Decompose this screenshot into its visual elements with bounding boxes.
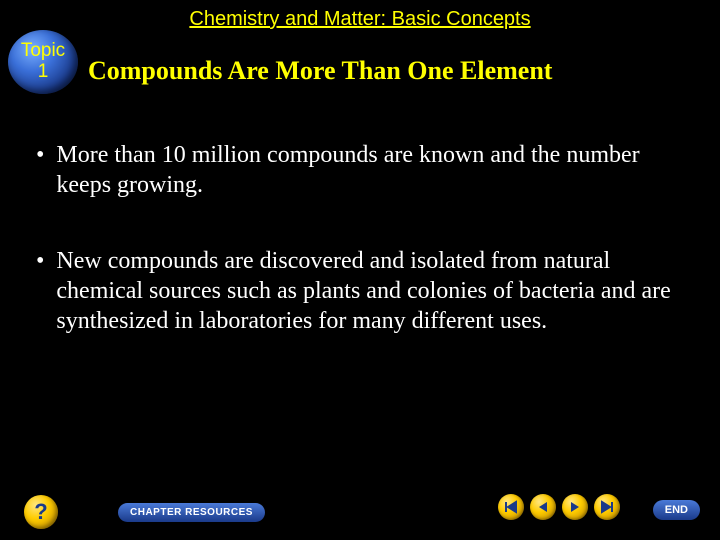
topic-number: 1 [38, 62, 49, 83]
bullet-item: • More than 10 million compounds are kno… [36, 140, 684, 200]
slide-subtitle: Compounds Are More Than One Element [88, 56, 552, 86]
last-icon [600, 500, 614, 514]
bullet-text: More than 10 million compounds are known… [56, 140, 684, 200]
bullet-text: New compounds are discovered and isolate… [56, 246, 684, 336]
bullet-item: • New compounds are discovered and isola… [36, 246, 684, 336]
chapter-resources-button[interactable]: CHAPTER RESOURCES [118, 503, 265, 522]
header-title: Chemistry and Matter: Basic Concepts [189, 8, 530, 30]
navigation-bar: ? CHAPTER RESOURCES END [0, 492, 720, 532]
slide-header: Chemistry and Matter: Basic Concepts [0, 8, 720, 31]
next-icon [568, 500, 582, 514]
topic-badge: Topic 1 [8, 30, 78, 94]
end-button[interactable]: END [653, 500, 700, 520]
last-button[interactable] [594, 494, 620, 520]
bullet-marker: • [36, 246, 44, 336]
nav-arrows-group [498, 494, 620, 520]
help-icon: ? [34, 499, 47, 525]
topic-label: Topic [21, 41, 65, 62]
help-button[interactable]: ? [24, 495, 58, 529]
bullet-marker: • [36, 140, 44, 200]
previous-button[interactable] [530, 494, 556, 520]
first-icon [504, 500, 518, 514]
first-button[interactable] [498, 494, 524, 520]
slide-content: • More than 10 million compounds are kno… [36, 140, 684, 382]
next-button[interactable] [562, 494, 588, 520]
end-label: END [665, 504, 688, 516]
resources-label: CHAPTER RESOURCES [130, 507, 253, 518]
previous-icon [536, 500, 550, 514]
